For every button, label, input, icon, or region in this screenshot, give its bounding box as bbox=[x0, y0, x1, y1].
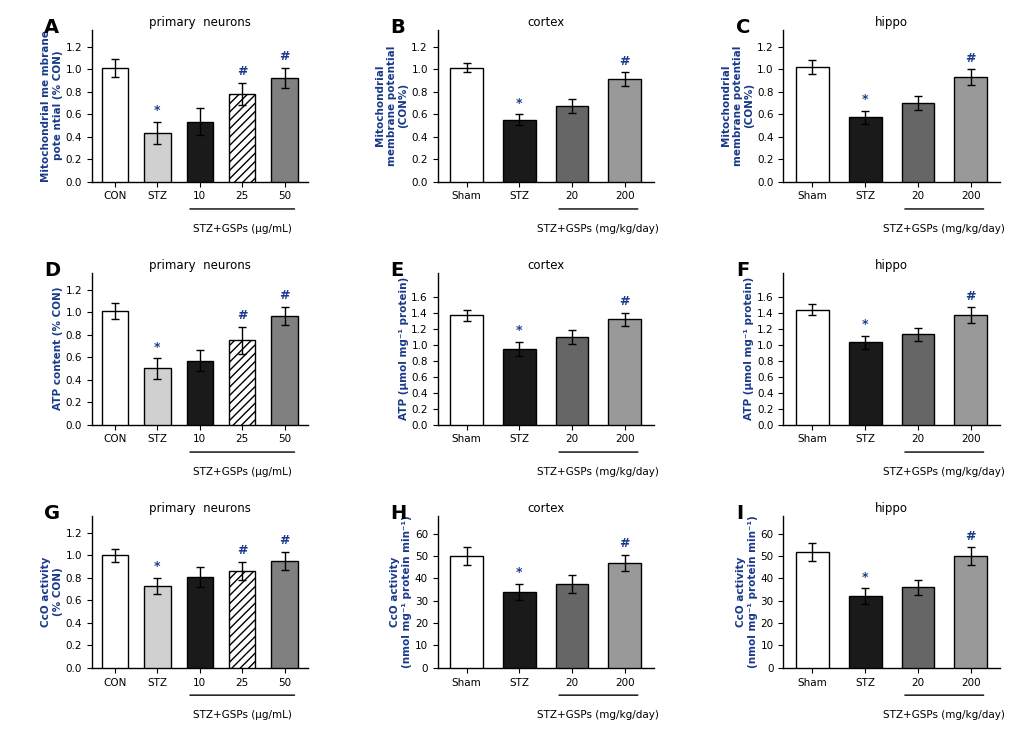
Title: hippo: hippo bbox=[874, 502, 907, 515]
Y-axis label: ATP (μmol mg⁻¹ protein): ATP (μmol mg⁻¹ protein) bbox=[744, 277, 754, 421]
Text: #: # bbox=[279, 289, 289, 302]
Text: STZ+GSPs (μg/mL): STZ+GSPs (μg/mL) bbox=[193, 224, 291, 234]
Bar bbox=[229, 571, 255, 668]
Text: STZ+GSPs (mg/kg/day): STZ+GSPs (mg/kg/day) bbox=[537, 224, 658, 234]
Bar bbox=[795, 67, 828, 182]
Title: primary  neurons: primary neurons bbox=[149, 16, 251, 28]
Text: E: E bbox=[389, 260, 403, 280]
Bar bbox=[795, 309, 828, 424]
Bar bbox=[449, 68, 482, 182]
Bar bbox=[848, 342, 880, 424]
Title: cortex: cortex bbox=[527, 502, 564, 515]
Text: #: # bbox=[236, 545, 248, 557]
Text: *: * bbox=[154, 560, 161, 574]
Bar bbox=[608, 562, 641, 668]
Bar bbox=[229, 341, 255, 424]
Text: *: * bbox=[516, 566, 522, 580]
Bar bbox=[449, 315, 482, 424]
Bar bbox=[449, 556, 482, 668]
Y-axis label: ATP content (% CON): ATP content (% CON) bbox=[53, 287, 62, 410]
Text: I: I bbox=[735, 504, 742, 522]
Text: *: * bbox=[861, 318, 867, 332]
Text: C: C bbox=[735, 18, 750, 36]
Text: *: * bbox=[154, 341, 161, 354]
Text: F: F bbox=[735, 260, 748, 280]
Bar bbox=[186, 122, 213, 182]
Text: #: # bbox=[279, 50, 289, 63]
Text: *: * bbox=[516, 324, 522, 337]
Bar bbox=[795, 551, 828, 668]
Bar bbox=[502, 349, 535, 424]
Text: *: * bbox=[154, 105, 161, 117]
Title: hippo: hippo bbox=[874, 259, 907, 272]
Bar bbox=[954, 77, 986, 182]
Text: H: H bbox=[389, 504, 406, 522]
Text: #: # bbox=[236, 65, 248, 78]
Bar bbox=[145, 134, 170, 182]
Bar bbox=[901, 588, 933, 668]
Bar bbox=[145, 369, 170, 424]
Text: #: # bbox=[964, 530, 975, 542]
Bar bbox=[901, 103, 933, 182]
Bar bbox=[555, 584, 588, 668]
Text: *: * bbox=[861, 571, 867, 584]
Y-axis label: Mitochondrial me mbrane
pote ntial (% CON): Mitochondrial me mbrane pote ntial (% CO… bbox=[41, 30, 62, 182]
Bar bbox=[271, 561, 298, 668]
Bar bbox=[954, 315, 986, 424]
Bar bbox=[608, 79, 641, 182]
Text: #: # bbox=[964, 289, 975, 303]
Text: STZ+GSPs (mg/kg/day): STZ+GSPs (mg/kg/day) bbox=[537, 710, 658, 720]
Text: #: # bbox=[279, 534, 289, 548]
Y-axis label: CcO activity
(% CON): CcO activity (% CON) bbox=[41, 556, 62, 627]
Y-axis label: CcO activity
(nmol mg⁻¹ protein min⁻¹): CcO activity (nmol mg⁻¹ protein min⁻¹) bbox=[390, 516, 412, 669]
Text: A: A bbox=[44, 18, 59, 36]
Text: STZ+GSPs (mg/kg/day): STZ+GSPs (mg/kg/day) bbox=[882, 710, 1004, 720]
Bar bbox=[186, 361, 213, 424]
Bar bbox=[555, 337, 588, 424]
Text: D: D bbox=[44, 260, 60, 280]
Text: #: # bbox=[619, 295, 630, 308]
Text: STZ+GSPs (μg/mL): STZ+GSPs (μg/mL) bbox=[193, 710, 291, 720]
Text: *: * bbox=[516, 96, 522, 110]
Title: primary  neurons: primary neurons bbox=[149, 259, 251, 272]
Bar bbox=[229, 93, 255, 182]
Y-axis label: Mitochondrial
membrane potential
(CON%): Mitochondrial membrane potential (CON%) bbox=[375, 45, 408, 165]
Bar bbox=[608, 319, 641, 424]
Title: cortex: cortex bbox=[527, 16, 564, 28]
Bar bbox=[848, 117, 880, 182]
Bar bbox=[848, 597, 880, 668]
Text: #: # bbox=[236, 309, 248, 322]
Text: STZ+GSPs (mg/kg/day): STZ+GSPs (mg/kg/day) bbox=[882, 224, 1004, 234]
Bar bbox=[102, 555, 128, 668]
Bar bbox=[555, 106, 588, 182]
Title: hippo: hippo bbox=[874, 16, 907, 28]
Text: STZ+GSPs (μg/mL): STZ+GSPs (μg/mL) bbox=[193, 467, 291, 477]
Bar bbox=[954, 556, 986, 668]
Bar bbox=[102, 68, 128, 182]
Text: *: * bbox=[861, 93, 867, 106]
Y-axis label: CcO activity
(nmol mg⁻¹ protein min⁻¹): CcO activity (nmol mg⁻¹ protein min⁻¹) bbox=[736, 516, 757, 669]
Y-axis label: Mitochondrial
membrane potential
(CON%): Mitochondrial membrane potential (CON%) bbox=[720, 45, 754, 165]
Bar bbox=[271, 78, 298, 182]
Bar bbox=[502, 119, 535, 182]
Text: B: B bbox=[389, 18, 405, 36]
Bar bbox=[102, 311, 128, 424]
Text: G: G bbox=[44, 504, 60, 522]
Bar bbox=[901, 335, 933, 424]
Text: STZ+GSPs (mg/kg/day): STZ+GSPs (mg/kg/day) bbox=[882, 467, 1004, 477]
Text: #: # bbox=[619, 55, 630, 68]
Bar bbox=[502, 592, 535, 668]
Bar bbox=[145, 585, 170, 668]
Y-axis label: ATP (μmol mg⁻¹ protein): ATP (μmol mg⁻¹ protein) bbox=[398, 277, 408, 421]
Bar bbox=[186, 577, 213, 668]
Text: STZ+GSPs (mg/kg/day): STZ+GSPs (mg/kg/day) bbox=[537, 467, 658, 477]
Bar bbox=[271, 315, 298, 424]
Text: #: # bbox=[619, 537, 630, 551]
Title: primary  neurons: primary neurons bbox=[149, 502, 251, 515]
Title: cortex: cortex bbox=[527, 259, 564, 272]
Text: #: # bbox=[964, 51, 975, 65]
